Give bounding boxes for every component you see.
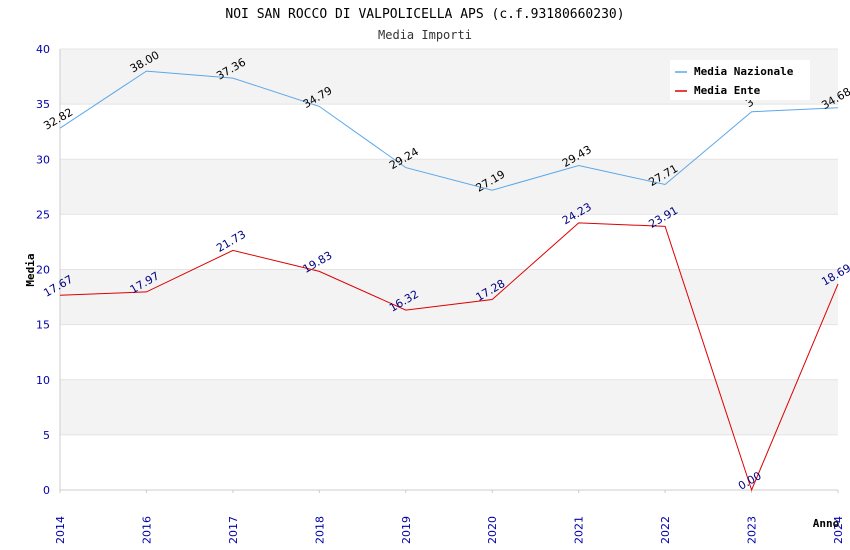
grid-band	[60, 324, 838, 380]
grid-band	[60, 434, 838, 490]
y-tick-label: 25	[36, 208, 50, 221]
x-tick-label: 2020	[486, 516, 499, 544]
legend-box	[670, 60, 810, 100]
x-tick-label: 2021	[573, 516, 586, 544]
grid-band	[60, 269, 838, 325]
x-tick-label: 2018	[313, 516, 326, 544]
x-tick-label: 2016	[140, 516, 153, 544]
y-tick-label: 15	[36, 319, 50, 332]
x-axis-label: Anno	[813, 517, 840, 530]
x-tick-label: 2022	[659, 516, 672, 544]
y-tick-label: 20	[36, 264, 50, 277]
series-line-media-nazionale	[59, 70, 839, 191]
y-tick-label: 40	[36, 43, 50, 56]
series-line-media-ente	[59, 222, 839, 492]
y-tick-label: 10	[36, 374, 50, 387]
chart-subtitle: Media Importi	[378, 28, 472, 42]
chart-title: NOI SAN ROCCO DI VALPOLICELLA APS (c.f.9…	[225, 7, 624, 22]
grid-band	[60, 159, 838, 215]
y-tick-label: 0	[43, 484, 50, 497]
y-tick-label: 5	[43, 429, 50, 442]
x-tick-label: 2017	[227, 516, 240, 544]
x-tick-label: 2014	[54, 516, 67, 544]
legend: Media Nazionale Media Ente	[670, 60, 810, 100]
y-axis-ticks: 0 5 10 15 20 25 30 35 40	[36, 43, 50, 497]
legend-label-media-ente: Media Ente	[694, 84, 761, 97]
x-axis-ticks: 2014 2016 2017 2018 2019 2020 2021 2022 2023 2024	[54, 490, 845, 544]
y-tick-label: 30	[36, 153, 50, 166]
x-tick-label: 2023	[746, 516, 759, 544]
grid-band	[60, 104, 838, 160]
legend-label-media-nazionale: Media Nazionale	[694, 65, 794, 78]
grid-band	[60, 379, 838, 435]
grid-band	[60, 214, 838, 270]
x-tick-label: 2019	[400, 516, 413, 544]
x-tick-label: 2024	[832, 516, 845, 544]
y-axis-label: Media	[24, 253, 37, 286]
axes	[59, 49, 838, 491]
y-tick-label: 35	[36, 98, 50, 111]
series-lines	[59, 70, 839, 492]
grid-bands	[60, 48, 838, 491]
